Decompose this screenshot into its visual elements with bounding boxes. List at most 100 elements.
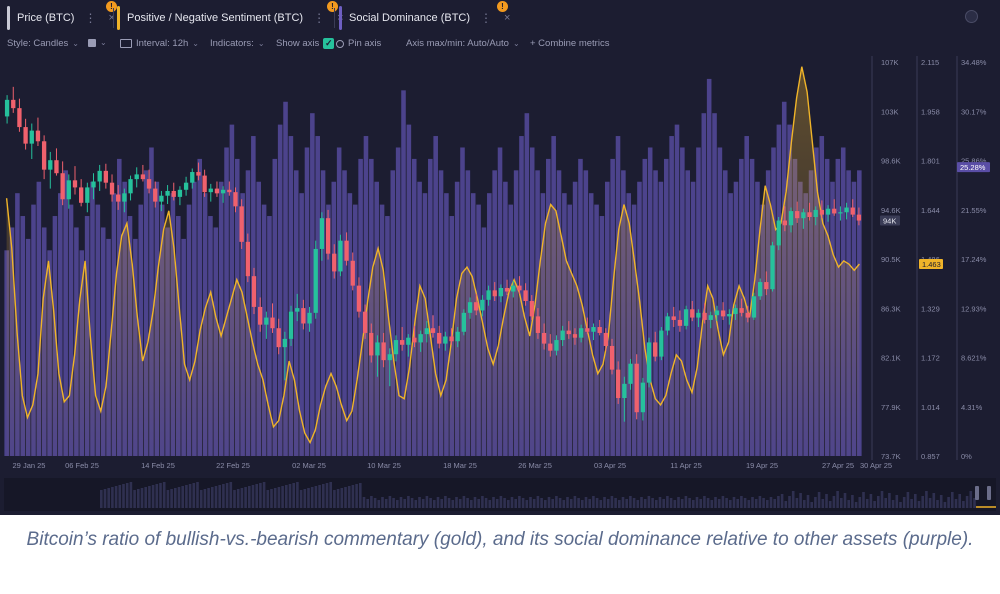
kebab-menu-icon[interactable]: ⋮ <box>313 11 326 25</box>
metric-tabs: Price (BTC) ⋮ × ! Positive / Negative Se… <box>0 0 1000 36</box>
candle-body <box>474 302 479 311</box>
tab-price-btc[interactable]: Price (BTC) ⋮ × ! <box>7 1 117 30</box>
navigator-bar <box>544 500 547 508</box>
dominance-bar <box>401 90 406 456</box>
chevron-down-icon: ⌄ <box>257 39 265 48</box>
navigator-bar <box>555 496 558 508</box>
axis-maxmin-dropdown[interactable]: Axis max/min: Auto/Auto ⌄ <box>406 38 520 49</box>
navigator-bar <box>377 500 381 508</box>
navigator-bar <box>503 498 506 508</box>
candle-body <box>307 312 312 324</box>
color-dropdown[interactable]: ⌄ <box>88 38 107 47</box>
navigator-bar <box>736 499 739 508</box>
navigator-bar <box>336 489 340 508</box>
candle-body <box>54 160 59 174</box>
tab-social-dominance-btc[interactable]: Social Dominance (BTC) ⋮ × ! <box>339 1 511 30</box>
navigator-bar <box>614 498 617 508</box>
candle-body <box>578 328 584 338</box>
candle-body <box>548 343 553 351</box>
axis-maxmin-label: Axis max/min: Auto/Auto <box>406 38 509 49</box>
dominance-tick-label: 8.621% <box>961 354 987 363</box>
navigator-bar <box>133 490 136 508</box>
navigator-bar <box>310 487 314 508</box>
combine-metrics-button[interactable]: + Combine metrics <box>530 38 609 49</box>
candle-body <box>622 383 627 399</box>
dominance-bar <box>229 124 235 456</box>
dominance-bar <box>663 158 669 456</box>
combine-metrics-label: + Combine metrics <box>530 38 610 49</box>
close-icon[interactable]: × <box>504 12 511 24</box>
navigator-bar <box>333 490 336 508</box>
theme-toggle-icon[interactable] <box>965 10 978 23</box>
navigator-bar <box>314 486 318 508</box>
navigator-bar <box>825 494 828 508</box>
navigator-bar <box>536 496 540 508</box>
dominance-bar <box>588 193 594 456</box>
navigator-bar <box>666 496 669 508</box>
interval-dropdown[interactable]: Interval: 12h ⌄ <box>120 38 199 49</box>
navigator-bar <box>858 497 862 508</box>
navigator-bar <box>973 498 976 508</box>
dominance-bar <box>58 193 63 456</box>
navigator-bar <box>388 496 392 508</box>
candle-body <box>603 332 608 346</box>
navigator-bar <box>740 496 743 508</box>
navigator-bar <box>784 501 788 508</box>
kebab-menu-icon[interactable]: ⋮ <box>84 11 97 25</box>
navigator-bar <box>928 498 932 508</box>
checkbox-checked-icon[interactable]: ✓ <box>323 38 335 49</box>
navigator-bar <box>521 498 525 508</box>
price-tick-label: 94.6K <box>881 206 901 215</box>
indicators-label: Indicators: <box>210 38 254 49</box>
x-tick-label: 18 Mar 25 <box>443 461 477 470</box>
navigator-bar <box>218 485 221 508</box>
dominance-bar <box>487 193 492 456</box>
pin-axis-toggle[interactable]: Pin axis <box>336 38 381 49</box>
navigator-bar <box>606 499 610 508</box>
navigator-bar <box>103 489 107 508</box>
candle-body <box>208 188 213 193</box>
navigator-bar <box>329 482 332 508</box>
navigator-bar <box>532 499 536 508</box>
candle-body <box>295 308 300 312</box>
color-swatch-icon <box>88 38 96 47</box>
pin-icon <box>336 39 344 48</box>
navigator-bar <box>181 486 184 508</box>
style-dropdown[interactable]: Style: Candles ⌄ <box>7 38 79 49</box>
alert-badge-icon: ! <box>497 1 508 12</box>
navigator-bar <box>721 496 725 508</box>
kebab-menu-icon[interactable]: ⋮ <box>480 11 493 25</box>
show-axis-toggle[interactable]: Show axis ✓ <box>276 38 335 49</box>
indicators-dropdown[interactable]: Indicators: ⌄ <box>210 38 265 49</box>
candle-body <box>720 310 726 317</box>
candle-body <box>585 328 590 332</box>
navigator-bar <box>525 500 529 508</box>
x-tick-label: 30 Apr 25 <box>860 461 892 470</box>
navigator-bar <box>925 491 928 508</box>
candle-body <box>665 316 670 331</box>
dominance-bar <box>245 170 251 456</box>
close-icon[interactable]: × <box>108 12 115 24</box>
navigator-bar <box>325 483 329 508</box>
candle-body <box>48 160 53 170</box>
price-tick-label: 82.1K <box>881 354 901 363</box>
navigator-bar <box>906 492 910 508</box>
candle-body <box>122 193 127 202</box>
navigator-bar <box>292 483 295 508</box>
navigator-bar <box>359 483 362 508</box>
navigator-bar <box>651 498 654 508</box>
calendar-icon <box>120 39 132 48</box>
candle-body <box>11 99 16 109</box>
candle-body <box>72 180 78 188</box>
navigator-bar <box>680 499 684 508</box>
sentiment-tick-label: 1.644 <box>921 206 940 215</box>
chevron-down-icon: ⌄ <box>192 39 199 48</box>
dominance-tick-label: 21.55% <box>961 206 987 215</box>
candle-body <box>140 174 146 180</box>
chart-canvas[interactable]: 107K 103K 98.6K 94.6K 90.5K 86.3K 82.1K 77.9K 73… <box>0 0 1000 515</box>
candle-body <box>733 308 738 315</box>
navigator-bar <box>943 502 947 508</box>
show-axis-label: Show axis <box>276 38 320 49</box>
dominance-bar <box>149 147 154 456</box>
navigator-bar <box>529 497 532 508</box>
